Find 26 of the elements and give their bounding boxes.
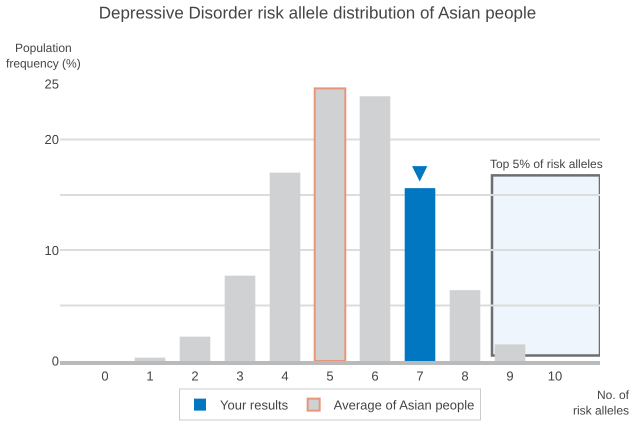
x-tick-label: 4 (281, 368, 289, 384)
annotation: ▼ (412, 160, 428, 184)
x-tick-label: 1 (146, 368, 154, 384)
x-tick-label: 9 (506, 368, 514, 384)
x-tick-label: 0 (101, 368, 109, 384)
x-tick-label: 8 (461, 368, 469, 384)
legend-label: Average of Asian people (334, 398, 474, 413)
x-tick-label: 6 (371, 368, 379, 384)
x-tick-label: 10 (548, 368, 562, 384)
y-tick-label: 10 (44, 242, 59, 258)
x-tick-label: 7 (416, 368, 424, 384)
y-tick-label: 0 (52, 354, 59, 369)
bar (494, 344, 526, 361)
legend-label: Your results (220, 398, 289, 413)
y-axis-title: Population frequency (%) (6, 41, 81, 71)
bar (134, 358, 166, 361)
x-tick-label: 3 (236, 368, 244, 384)
y-tick-label: 20 (44, 132, 59, 147)
y-tick-label: 25 (44, 76, 59, 92)
bar (404, 188, 436, 361)
band-label: Top 5% of risk alleles (490, 157, 603, 171)
x-tick-label: 2 (191, 368, 199, 384)
bar (180, 336, 210, 361)
x-axis-title: No. of risk alleles (573, 388, 630, 418)
chart-title: Depressive Disorder risk allele distribution of Asian people (98, 3, 536, 22)
x-tick-label: 5 (326, 368, 334, 384)
